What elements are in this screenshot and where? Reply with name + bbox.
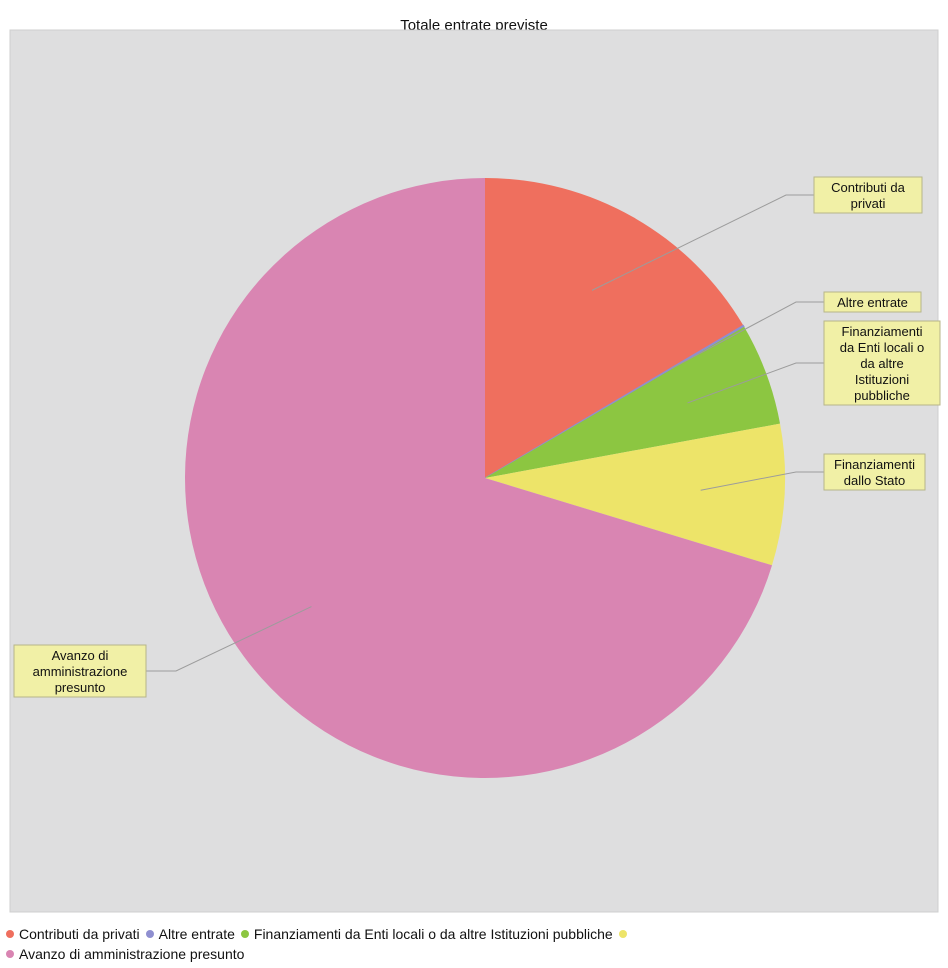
legend-label: Altre entrate — [158, 926, 235, 942]
legend: Contributi da privati Altre entrate Finanz… — [6, 924, 936, 964]
slice-label: Istituzioni — [855, 372, 909, 387]
legend-item — [618, 924, 632, 944]
pie-slice — [485, 423, 785, 566]
legend-swatch — [6, 930, 14, 938]
legend-label: Finanziamenti da Enti locali o da altre … — [253, 926, 613, 942]
legend-item: Finanziamenti da Enti locali o da altre … — [240, 924, 613, 944]
callout-box — [823, 453, 926, 491]
slice-label: Finanziamenti — [842, 324, 923, 339]
legend-label: Avanzo di amministrazione presunto — [19, 946, 245, 962]
slice-label: Avanzo di — [52, 648, 109, 663]
callout-box — [823, 291, 922, 313]
legend-label: Contributi da privati — [19, 926, 140, 942]
pie-slice — [485, 326, 781, 478]
callout-line — [146, 606, 312, 672]
slice-label: Altre entrate — [837, 295, 908, 310]
pie-slice — [185, 178, 773, 779]
legend-swatch — [6, 950, 14, 958]
callout-box — [813, 176, 923, 214]
legend-item: Contributi da privati — [6, 924, 140, 944]
slice-label: Contributi da — [831, 180, 905, 195]
slice-label: privati — [851, 196, 886, 211]
slice-label: da Enti locali o — [840, 340, 925, 355]
slice-label: Finanziamenti — [834, 457, 915, 472]
legend-item: Avanzo di amministrazione presunto — [6, 944, 930, 964]
callout-box — [823, 320, 941, 406]
callout-line — [687, 362, 824, 404]
callout-line — [591, 194, 814, 291]
slice-label: dallo Stato — [844, 473, 905, 488]
callout-line — [700, 471, 824, 491]
legend-swatch — [618, 930, 627, 938]
legend-swatch — [240, 930, 249, 938]
callout-box — [13, 644, 147, 698]
legend-item: Altre entrate — [145, 924, 235, 944]
slice-label: amministrazione — [33, 664, 128, 679]
slice-label: pubbliche — [854, 388, 910, 403]
legend-swatch — [145, 930, 154, 938]
callout-line — [671, 301, 824, 370]
slice-label: presunto — [55, 680, 106, 695]
slice-label: da altre — [860, 356, 903, 371]
pie-slice — [485, 178, 744, 478]
pie-slice — [484, 324, 745, 479]
